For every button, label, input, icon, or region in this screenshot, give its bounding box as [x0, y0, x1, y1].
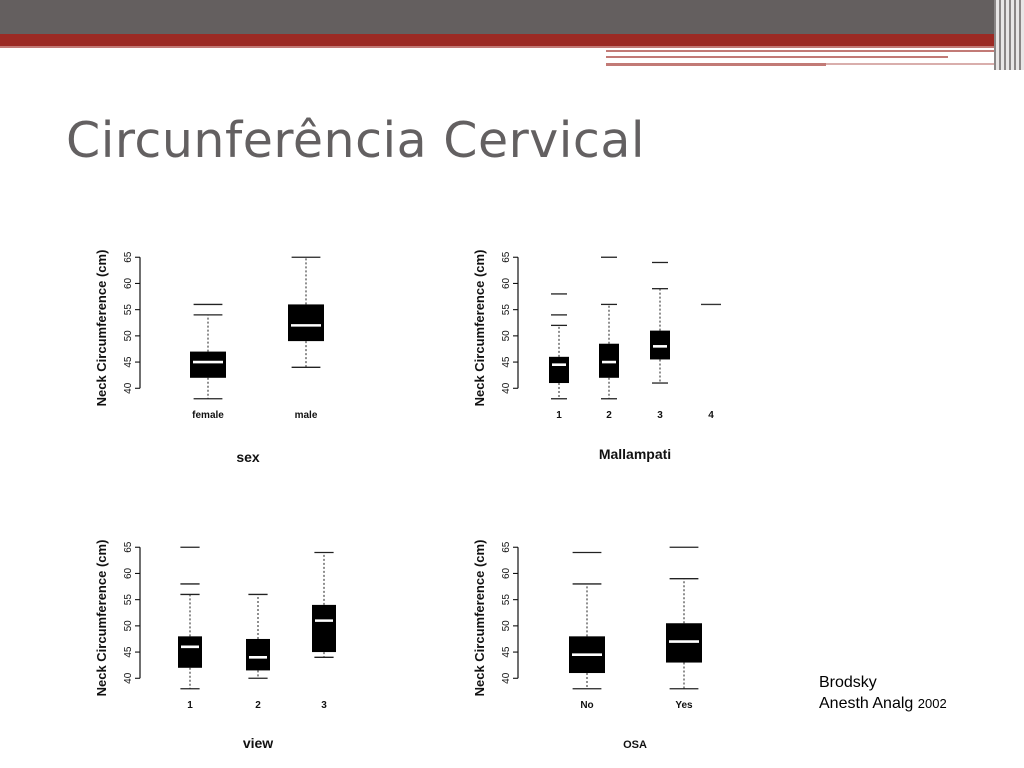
y-tick-label: 55	[123, 304, 134, 316]
y-tick-label: 50	[123, 620, 134, 632]
x-axis-title: OSA	[623, 739, 647, 751]
iqr-box	[549, 356, 569, 384]
y-tick-label: 45	[123, 646, 134, 658]
x-category-label: 2	[606, 410, 612, 421]
header-stripe	[606, 63, 826, 66]
boxplot-sex: 40 45 50 55 60 65 Neck Circumference (cm) femal…	[94, 250, 324, 465]
x-axis-title: Mallampati	[599, 446, 671, 462]
x-category-label: 2	[255, 700, 261, 711]
y-tick-label: 65	[123, 251, 134, 263]
y-tick-label: 40	[123, 382, 134, 394]
x-category-label: 4	[708, 410, 714, 421]
citation-author: Brodsky	[819, 674, 877, 691]
header-red-bar	[0, 34, 1000, 46]
x-category-label: 1	[187, 700, 193, 711]
header-stripe	[606, 50, 1000, 52]
x-category-label: Yes	[675, 700, 693, 711]
x-category-label: male	[295, 410, 318, 421]
y-axis-title: Neck Circumference (cm)	[94, 540, 109, 697]
y-tick-label: 60	[123, 567, 134, 579]
iqr-box	[178, 636, 202, 668]
y-tick-label: 45	[501, 646, 512, 658]
y-tick-label: 65	[501, 251, 512, 263]
y-tick-label: 50	[123, 330, 134, 342]
y-axis-title: Neck Circumference (cm)	[472, 540, 487, 697]
x-category-label: 3	[321, 700, 327, 711]
iqr-box	[190, 351, 226, 378]
y-tick-label: 45	[501, 356, 512, 368]
y-tick-label: 60	[123, 277, 134, 289]
citation-journal: Anesth Analg	[819, 695, 914, 712]
slide-title: Circunferência Cervical	[66, 112, 645, 169]
y-axis-title: Neck Circumference (cm)	[472, 250, 487, 407]
y-tick-label: 60	[501, 277, 512, 289]
iqr-box	[288, 304, 324, 342]
boxplot-view: 40 45 50 55 60 65 Neck Circumference (cm) 1 2 3 vi…	[94, 540, 336, 751]
boxplot-mallampati: 40 45 50 55 60 65 Neck Circumference (cm) 1 2 3 4 M…	[472, 250, 721, 462]
x-axis-title: sex	[236, 449, 260, 465]
iqr-box	[666, 623, 702, 663]
header-stripe	[0, 46, 1000, 48]
boxplot-osa: 40 45 50 55 60 65 Neck Circumference (cm) No Yes…	[472, 540, 702, 751]
citation-source: Anesth Analg 2002	[819, 693, 947, 714]
y-tick-label: 55	[501, 594, 512, 606]
x-category-label: 1	[556, 410, 562, 421]
header-gray-bar	[0, 0, 1024, 34]
x-category-label: 3	[657, 410, 663, 421]
y-tick-label: 40	[123, 672, 134, 684]
x-category-label: No	[580, 700, 593, 711]
y-tick-label: 55	[501, 304, 512, 316]
y-tick-label: 50	[501, 620, 512, 632]
y-tick-label: 45	[123, 356, 134, 368]
y-tick-label: 50	[501, 330, 512, 342]
citation-year: 2002	[917, 696, 947, 711]
iqr-box	[599, 343, 619, 378]
y-tick-label: 40	[501, 382, 512, 394]
y-tick-label: 55	[123, 594, 134, 606]
iqr-box	[312, 604, 336, 653]
header-stripe	[606, 56, 948, 58]
header-edge-stripes	[994, 0, 1024, 70]
citation: Brodsky Anesth Analg 2002	[819, 672, 947, 714]
y-tick-label: 65	[123, 541, 134, 553]
x-axis-title: view	[243, 735, 273, 751]
y-tick-label: 65	[501, 541, 512, 553]
y-tick-label: 40	[501, 672, 512, 684]
x-category-label: female	[192, 410, 224, 421]
iqr-box	[246, 638, 270, 671]
iqr-box	[650, 330, 670, 360]
y-axis-title: Neck Circumference (cm)	[94, 250, 109, 407]
y-tick-label: 60	[501, 567, 512, 579]
header-stripe	[826, 63, 1000, 65]
